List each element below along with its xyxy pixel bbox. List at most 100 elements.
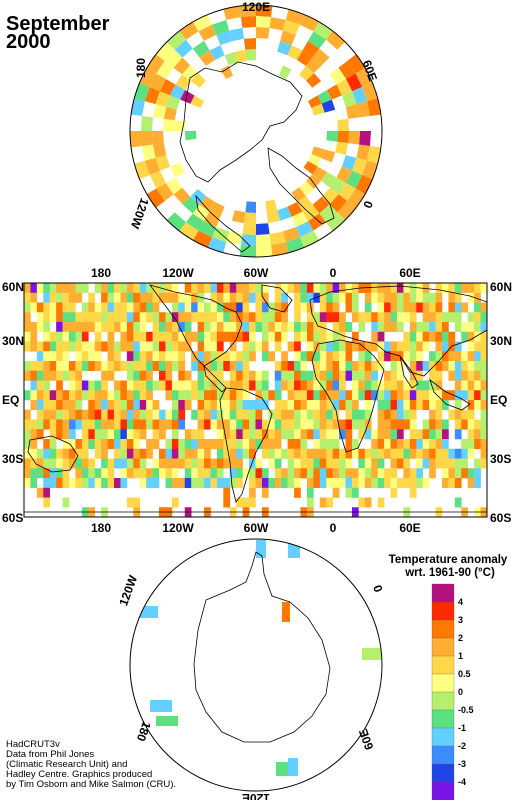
north-anomaly-cell bbox=[144, 157, 160, 175]
anomaly-cell bbox=[332, 341, 340, 352]
anomaly-cell bbox=[229, 478, 237, 489]
anomaly-cell bbox=[24, 390, 31, 401]
anomaly-cell bbox=[133, 312, 141, 323]
north-anomaly-cell bbox=[346, 170, 363, 189]
anomaly-cell bbox=[171, 429, 179, 440]
anomaly-cell bbox=[24, 331, 31, 342]
anomaly-cell bbox=[178, 331, 186, 342]
anomaly-cell bbox=[416, 331, 423, 342]
anomaly-cell bbox=[69, 478, 76, 489]
anomaly-cell bbox=[364, 458, 372, 469]
anomaly-cell bbox=[255, 341, 263, 352]
anomaly-cell bbox=[165, 390, 173, 401]
anomaly-cell bbox=[467, 448, 475, 459]
anomaly-cell bbox=[287, 448, 295, 459]
anomaly-cell bbox=[306, 468, 314, 479]
anomaly-cell bbox=[390, 448, 398, 459]
anomaly-cell bbox=[261, 448, 269, 459]
anomaly-cell bbox=[326, 370, 333, 381]
anomaly-cell bbox=[94, 448, 102, 459]
anomaly-cell bbox=[36, 361, 44, 372]
anomaly-cell bbox=[94, 361, 102, 372]
anomaly-cell bbox=[210, 380, 218, 391]
anomaly-cell bbox=[94, 312, 102, 323]
anomaly-cell bbox=[403, 302, 411, 313]
anomaly-cell bbox=[384, 468, 391, 479]
anomaly-cell bbox=[403, 390, 411, 401]
anomaly-cell bbox=[56, 458, 63, 469]
anomaly-cell bbox=[229, 409, 237, 420]
anomaly-cell bbox=[306, 312, 314, 323]
anomaly-cell bbox=[165, 312, 173, 323]
anomaly-cell bbox=[345, 302, 353, 313]
anomaly-cell bbox=[43, 361, 51, 372]
anomaly-cell bbox=[371, 370, 378, 381]
north-anomaly-cell bbox=[303, 161, 318, 175]
anomaly-cell bbox=[461, 283, 469, 294]
anomaly-cell bbox=[197, 429, 205, 440]
anomaly-cell bbox=[409, 468, 417, 479]
anomaly-cell bbox=[255, 439, 263, 450]
anomaly-cell bbox=[300, 419, 308, 430]
anomaly-cell bbox=[236, 458, 243, 469]
anomaly-cell bbox=[409, 351, 417, 362]
north-anomaly-cell bbox=[204, 211, 221, 228]
legend-tick-label: 4 bbox=[458, 597, 463, 607]
anomaly-cell bbox=[114, 429, 121, 440]
anomaly-cell bbox=[24, 283, 31, 294]
anomaly-cell bbox=[223, 409, 231, 420]
anomaly-cell bbox=[94, 439, 102, 450]
anomaly-cell bbox=[101, 458, 108, 469]
anomaly-cell bbox=[294, 322, 301, 333]
anomaly-cell bbox=[216, 341, 224, 352]
anomaly-cell bbox=[300, 302, 308, 313]
anomaly-cell bbox=[120, 341, 128, 352]
anomaly-cell bbox=[36, 380, 44, 391]
anomaly-cell bbox=[216, 448, 224, 459]
anomaly-cell bbox=[171, 380, 179, 391]
anomaly-cell bbox=[274, 341, 282, 352]
anomaly-cell bbox=[75, 292, 83, 303]
anomaly-cell bbox=[422, 439, 430, 450]
anomaly-cell bbox=[396, 390, 404, 401]
anomaly-cell bbox=[43, 370, 51, 381]
north-anomaly-cell bbox=[308, 213, 326, 231]
anomaly-cell bbox=[384, 302, 391, 313]
lat-label: EQ bbox=[490, 393, 507, 407]
anomaly-cell bbox=[474, 419, 481, 430]
north-anomaly-cell bbox=[231, 210, 246, 224]
anomaly-cell bbox=[36, 448, 44, 459]
anomaly-cell bbox=[94, 331, 102, 342]
anomaly-cell bbox=[294, 370, 301, 381]
anomaly-cell bbox=[197, 458, 205, 469]
north-anomaly-cell bbox=[131, 98, 145, 116]
anomaly-cell bbox=[184, 400, 192, 411]
anomaly-cell bbox=[281, 429, 288, 440]
anomaly-cell bbox=[409, 448, 417, 459]
anomaly-cell bbox=[441, 283, 449, 294]
anomaly-cell bbox=[480, 331, 487, 342]
anomaly-cell bbox=[191, 302, 198, 313]
anomaly-cell bbox=[332, 458, 340, 469]
anomaly-cell bbox=[313, 468, 321, 479]
anomaly-cell bbox=[94, 322, 102, 333]
north-anomaly-cell bbox=[336, 79, 353, 96]
anomaly-cell bbox=[223, 419, 231, 430]
anomaly-cell bbox=[126, 497, 134, 508]
anomaly-cell bbox=[371, 292, 378, 303]
lat-label: 60N bbox=[490, 280, 512, 294]
anomaly-cell bbox=[313, 312, 321, 323]
anomaly-cell bbox=[377, 312, 385, 323]
legend-tick-label: -2 bbox=[458, 741, 466, 751]
anomaly-cell bbox=[351, 380, 359, 391]
anomaly-cell bbox=[384, 312, 391, 323]
anomaly-cell bbox=[49, 351, 57, 362]
anomaly-cell bbox=[435, 302, 443, 313]
north-label-0: 0 bbox=[361, 199, 377, 210]
anomaly-cell bbox=[216, 419, 224, 430]
anomaly-cell bbox=[204, 341, 211, 352]
anomaly-cell bbox=[249, 341, 256, 352]
north-anomaly-cell bbox=[341, 155, 357, 171]
north-anomaly-cell bbox=[329, 194, 348, 213]
anomaly-cell bbox=[197, 448, 205, 459]
